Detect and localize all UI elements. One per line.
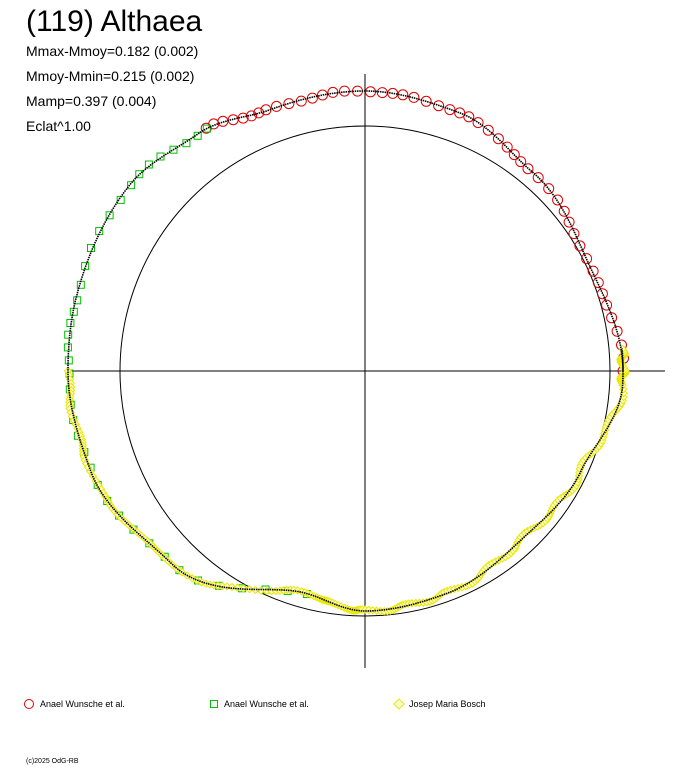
circle-data-point (501, 141, 513, 153)
square-data-point (73, 296, 82, 305)
circle-marker-icon (24, 699, 34, 709)
circle-data-point (463, 111, 475, 123)
circle-data-point (563, 216, 575, 228)
circle-data-point (444, 104, 456, 116)
circle-data-point (271, 100, 282, 112)
legend-label: Josep Maria Bosch (409, 699, 486, 709)
copyright-text: (c)2025 OdG-RB (26, 758, 79, 765)
stat-mmax-mmoy: Mmax-Mmoy=0.182 (0.002) (26, 43, 199, 59)
stat-mmoy-mmin: Mmoy-Mmin=0.215 (0.002) (26, 68, 195, 84)
circle-data-point (558, 205, 570, 217)
square-data-point (202, 124, 211, 133)
square-data-point (64, 356, 73, 365)
legend-item-wunsche-circle: Anael Wunsche et al. (24, 697, 125, 711)
circle-data-point (574, 240, 586, 252)
circle-data-point (508, 149, 520, 161)
square-data-point (81, 262, 90, 271)
stat-eclat: Eclat^1.00 (26, 118, 91, 134)
circle-data-point (306, 92, 318, 104)
square-data-point (135, 170, 144, 179)
legend-item-wunsche-square: Anael Wunsche et al. (210, 697, 309, 711)
circle-data-point (596, 288, 608, 300)
circle-data-point (522, 163, 534, 175)
diamond-marker-icon (393, 698, 405, 710)
square-data-point (169, 145, 178, 154)
circle-data-point (532, 172, 544, 184)
diamond-data-point (172, 564, 182, 573)
circle-data-point (552, 194, 564, 206)
square-data-point (105, 211, 114, 220)
circle-data-point (408, 91, 420, 103)
square-data-point (66, 319, 75, 327)
circle-data-point (253, 107, 265, 119)
polar-lightcurve-plot (63, 74, 665, 668)
legend-label: Anael Wunsche et al. (40, 699, 125, 709)
chart-title: (119) Althaea (26, 5, 203, 38)
circle-data-point (611, 325, 623, 337)
square-data-point (127, 181, 136, 190)
stat-mamp: Mamp=0.397 (0.004) (26, 93, 157, 109)
diamond-data-point (251, 585, 260, 595)
circle-data-point (200, 122, 212, 134)
circle-data-point (592, 277, 604, 289)
legend-item-bosch: Josep Maria Bosch (393, 697, 486, 711)
circle-data-point (606, 312, 618, 324)
circle-data-point (327, 86, 339, 98)
series-2 (63, 124, 311, 598)
circle-data-point (317, 89, 328, 101)
circle-data-point (295, 95, 307, 107)
circle-data-point (581, 253, 593, 265)
series-3 (63, 344, 630, 616)
circle-data-point (587, 265, 599, 277)
fit-curve (67, 90, 624, 612)
circle-data-point (433, 100, 445, 112)
square-data-point (64, 330, 73, 339)
circle-data-point (492, 133, 504, 145)
square-marker-icon (210, 700, 218, 708)
circle-data-point (568, 228, 580, 240)
circle-data-point (454, 107, 466, 119)
series-1 (200, 85, 629, 377)
circle-data-point (515, 156, 527, 168)
legend-label: Anael Wunsche et al. (224, 699, 309, 709)
circle-data-point (601, 299, 613, 311)
circle-data-point (283, 98, 295, 110)
circle-data-point (339, 85, 350, 97)
diamond-data-point (233, 583, 242, 592)
circle-data-point (420, 95, 432, 107)
circle-data-point (543, 183, 555, 195)
circle-data-point (482, 124, 494, 136)
circle-data-point (472, 117, 484, 129)
square-data-point (69, 307, 78, 316)
reference-circle (119, 125, 611, 617)
